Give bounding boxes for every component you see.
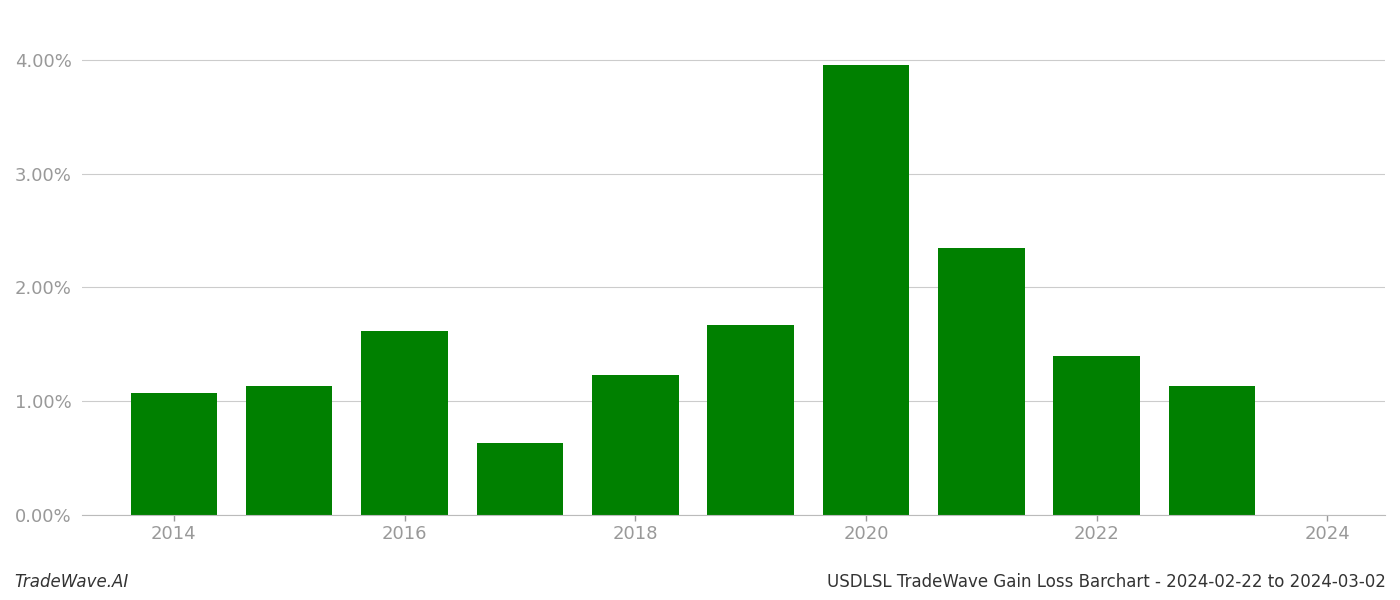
Bar <box>707 325 794 515</box>
Bar <box>1169 386 1256 515</box>
Bar <box>246 386 332 515</box>
Text: TradeWave.AI: TradeWave.AI <box>14 573 129 591</box>
Bar <box>361 331 448 515</box>
Bar <box>938 248 1025 515</box>
Bar <box>130 393 217 515</box>
Bar <box>823 65 909 515</box>
Bar <box>592 375 679 515</box>
Text: USDLSL TradeWave Gain Loss Barchart - 2024-02-22 to 2024-03-02: USDLSL TradeWave Gain Loss Barchart - 20… <box>827 573 1386 591</box>
Bar <box>476 443 563 515</box>
Bar <box>1053 356 1140 515</box>
